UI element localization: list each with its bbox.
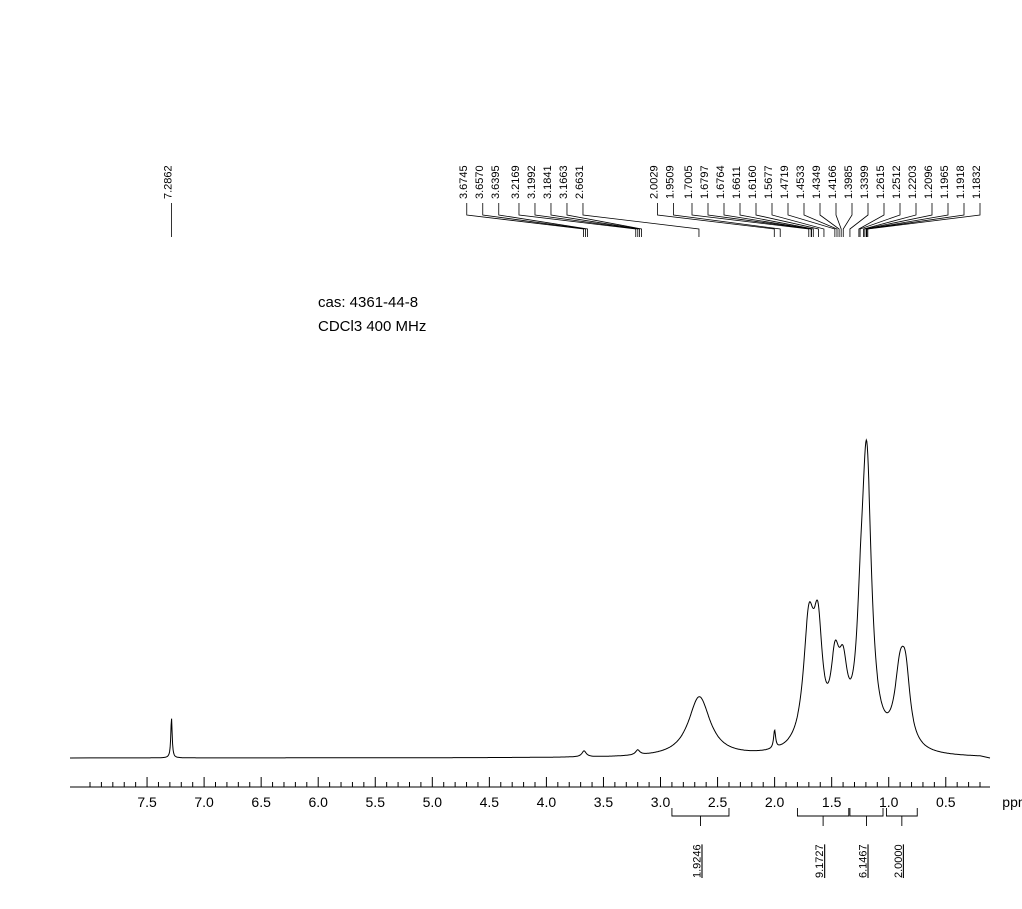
peak-label: 1.6797 xyxy=(699,165,711,199)
x-tick-label: 4.5 xyxy=(480,794,500,810)
x-tick-label: 2.5 xyxy=(708,794,728,810)
x-tick-label: 5.0 xyxy=(423,794,443,810)
peak-connector xyxy=(867,203,964,237)
integral-label: 9.1727 xyxy=(814,844,826,878)
peak-label: 2.6631 xyxy=(574,165,586,199)
peak-label: 1.5677 xyxy=(763,165,775,199)
meta-line1: cas: 4361-44-8 xyxy=(318,294,418,311)
x-unit-label: ppm xyxy=(1002,794,1022,810)
peak-label: 3.6395 xyxy=(490,165,502,199)
peak-connector xyxy=(843,203,852,237)
peak-label: 1.6160 xyxy=(747,165,759,199)
peak-connector xyxy=(708,203,811,237)
integral-label: 6.1467 xyxy=(857,844,869,878)
peak-label: 1.4166 xyxy=(827,165,839,199)
peak-label: 1.1965 xyxy=(939,165,951,199)
integral-label: 2.0000 xyxy=(893,844,905,878)
integral-label: 1.9246 xyxy=(691,844,703,878)
peak-label: 3.1663 xyxy=(558,165,570,199)
peak-label: 3.1841 xyxy=(542,165,554,199)
peak-label: 7.2862 xyxy=(162,165,174,199)
peak-label: 1.4533 xyxy=(795,165,807,199)
peak-label: 1.4349 xyxy=(811,165,823,199)
peak-label: 1.1832 xyxy=(971,165,983,199)
spectrum-trace xyxy=(70,440,990,758)
x-tick-label: 1.0 xyxy=(879,794,899,810)
x-tick-label: 6.0 xyxy=(308,794,328,810)
x-tick-label: 2.0 xyxy=(765,794,785,810)
peak-label: 1.2203 xyxy=(907,165,919,199)
x-tick-label: 4.0 xyxy=(537,794,557,810)
peak-label: 3.2169 xyxy=(510,165,522,199)
peak-label: 1.9509 xyxy=(664,165,676,199)
peak-label: 1.6764 xyxy=(715,165,727,199)
peak-connector xyxy=(567,203,642,237)
x-tick-label: 3.0 xyxy=(651,794,671,810)
x-tick-label: 6.5 xyxy=(251,794,271,810)
peak-label: 1.2096 xyxy=(923,165,935,199)
peak-label: 1.3399 xyxy=(859,165,871,199)
peak-label: 2.0029 xyxy=(648,165,660,199)
x-tick-label: 7.0 xyxy=(194,794,214,810)
meta-line2: CDCl3 400 MHz xyxy=(318,318,426,335)
peak-label: 1.2615 xyxy=(875,165,887,199)
peak-connector xyxy=(467,203,584,237)
peak-label: 3.6570 xyxy=(474,165,486,199)
peak-label: 1.4719 xyxy=(779,165,791,199)
peak-label: 1.3985 xyxy=(843,165,855,199)
peak-connector xyxy=(583,203,699,237)
peak-connector xyxy=(519,203,636,237)
x-tick-label: 0.5 xyxy=(936,794,956,810)
x-tick-label: 5.5 xyxy=(366,794,386,810)
peak-label: 1.7005 xyxy=(683,165,695,199)
x-tick-label: 7.5 xyxy=(137,794,157,810)
peak-connector xyxy=(859,203,884,237)
peak-label: 1.2512 xyxy=(891,165,903,199)
peak-label: 3.6745 xyxy=(458,165,470,199)
peak-label: 1.6611 xyxy=(731,166,743,199)
peak-label: 3.1992 xyxy=(526,165,538,199)
peak-label: 1.1918 xyxy=(955,165,967,199)
x-tick-label: 3.5 xyxy=(594,794,614,810)
x-tick-label: 1.5 xyxy=(822,794,842,810)
